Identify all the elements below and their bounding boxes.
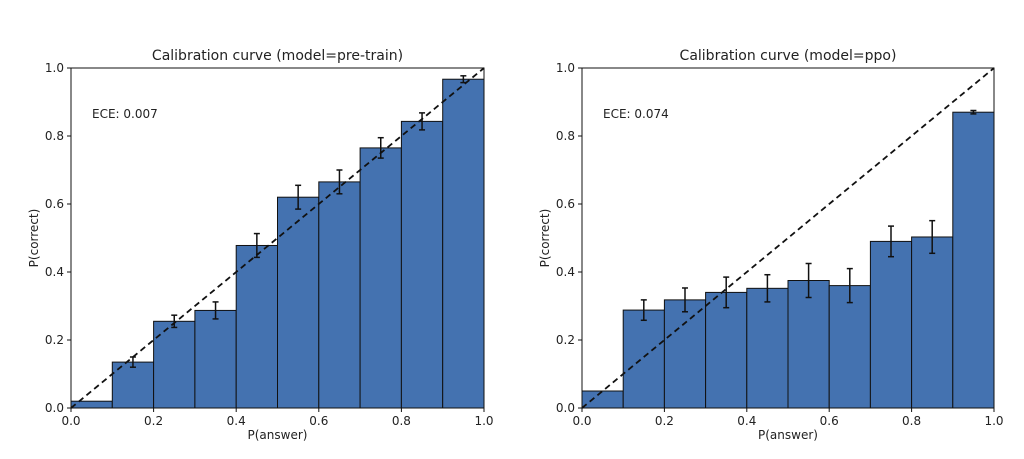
x-tick-label: 0.4 xyxy=(227,414,246,428)
bar xyxy=(359,147,402,409)
bar xyxy=(952,111,995,409)
error-bars xyxy=(129,75,467,368)
bar xyxy=(318,181,361,409)
x-tick-label: 0.4 xyxy=(737,414,756,428)
x-tick-label: 1.0 xyxy=(984,414,1003,428)
bar xyxy=(787,280,830,409)
y-tick-label: 0.2 xyxy=(556,333,575,347)
y-tick-label: 0.6 xyxy=(556,197,575,211)
x-tick-label: 0.6 xyxy=(820,414,839,428)
ece-annotation: ECE: 0.074 xyxy=(603,107,669,121)
x-axis-label: P(answer) xyxy=(758,428,818,442)
y-axis-label: P(correct) xyxy=(538,209,552,268)
bar xyxy=(622,309,665,409)
bar xyxy=(581,390,624,409)
bar xyxy=(663,299,707,409)
y-tick-label: 0.8 xyxy=(45,129,64,143)
y-tick-label: 0.0 xyxy=(556,401,575,415)
x-tick-label: 0.8 xyxy=(392,414,411,428)
calibration-chart-1: 0.0 0.2 0.4 0.6 0.8 1.0 0.0 0.2 0.4 0.6 0.8 1.0 Cali… xyxy=(27,48,494,442)
bar xyxy=(911,236,954,409)
x-tick-label: 0.2 xyxy=(655,414,674,428)
bar xyxy=(442,78,485,409)
chart-title: Calibration curve (model=pre-train) xyxy=(152,48,403,64)
x-tick-label: 0.8 xyxy=(902,414,921,428)
x-tick-label: 1.0 xyxy=(474,414,493,428)
y-tick-label: 0.4 xyxy=(45,265,64,279)
x-tick-label: 0.0 xyxy=(572,414,591,428)
x-tick-label: 0.0 xyxy=(61,414,80,428)
y-tick-label: 1.0 xyxy=(45,61,64,75)
plot-frame xyxy=(581,67,995,409)
bar xyxy=(70,400,113,409)
y-axis-label: P(correct) xyxy=(27,209,41,268)
y-tick-label: 0.4 xyxy=(556,265,575,279)
bar xyxy=(400,120,444,409)
calibration-chart-2: 0.0 0.2 0.4 0.6 0.8 1.0 0.0 0.2 0.4 0.6 0.8 1.0 Cali… xyxy=(538,48,1004,442)
plot-frame xyxy=(70,67,485,409)
bar xyxy=(235,244,278,409)
bar xyxy=(869,240,913,409)
x-axis-label: P(answer) xyxy=(248,428,308,442)
y-tick-label: 1.0 xyxy=(556,61,575,75)
y-tick-label: 0.0 xyxy=(45,401,64,415)
bar xyxy=(705,291,748,409)
x-tick-label: 0.6 xyxy=(309,414,328,428)
chart-title: Calibration curve (model=ppo) xyxy=(680,48,897,64)
error-bars xyxy=(640,109,977,322)
bar xyxy=(828,285,871,409)
perfect-calibration-line xyxy=(581,67,995,409)
y-tick-label: 0.2 xyxy=(45,333,64,347)
bar xyxy=(746,287,789,409)
y-tick-label: 0.8 xyxy=(556,129,575,143)
perfect-calibration-line xyxy=(70,67,485,409)
bar xyxy=(194,309,237,409)
bars xyxy=(581,111,995,409)
ece-annotation: ECE: 0.007 xyxy=(92,107,158,121)
y-tick-label: 0.6 xyxy=(45,197,64,211)
bar xyxy=(277,196,320,409)
x-tick-label: 0.2 xyxy=(144,414,163,428)
